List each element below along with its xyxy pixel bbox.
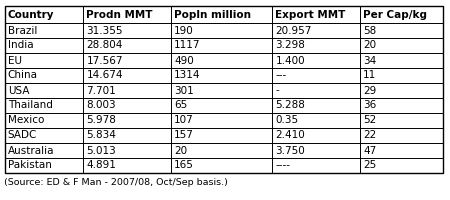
Text: (Source: ED & F Man - 2007/08, Oct/Sep basis.): (Source: ED & F Man - 2007/08, Oct/Sep b… [4, 178, 228, 187]
Text: China: China [8, 71, 38, 80]
Text: SADC: SADC [8, 130, 37, 140]
Text: Export MMT: Export MMT [275, 9, 346, 20]
Text: 22: 22 [363, 130, 376, 140]
Text: 34: 34 [363, 55, 376, 66]
Text: 165: 165 [174, 160, 194, 170]
Text: Popln million: Popln million [174, 9, 251, 20]
Text: 0.35: 0.35 [275, 115, 298, 126]
Text: 2.410: 2.410 [275, 130, 305, 140]
Text: 52: 52 [363, 115, 376, 126]
Text: 14.674: 14.674 [86, 71, 123, 80]
Text: 36: 36 [363, 100, 376, 110]
Text: 4.891: 4.891 [86, 160, 116, 170]
Text: 20: 20 [363, 40, 376, 50]
Text: Country: Country [8, 9, 54, 20]
Text: Thailand: Thailand [8, 100, 53, 110]
Text: 107: 107 [174, 115, 194, 126]
Text: 20.957: 20.957 [275, 25, 312, 36]
Text: 29: 29 [363, 86, 376, 96]
Text: 1117: 1117 [174, 40, 201, 50]
Text: 47: 47 [363, 146, 376, 156]
Text: 3.298: 3.298 [275, 40, 305, 50]
Text: 11: 11 [363, 71, 376, 80]
Text: USA: USA [8, 86, 29, 96]
Text: Per Cap/kg: Per Cap/kg [363, 9, 427, 20]
Text: 28.804: 28.804 [86, 40, 123, 50]
Bar [4, 6, 443, 173]
Text: 3.750: 3.750 [275, 146, 305, 156]
Text: 5.288: 5.288 [275, 100, 305, 110]
Text: 31.355: 31.355 [86, 25, 123, 36]
Text: 190: 190 [174, 25, 194, 36]
Text: 1314: 1314 [174, 71, 201, 80]
Text: EU: EU [8, 55, 22, 66]
Text: Prodn MMT: Prodn MMT [86, 9, 153, 20]
Text: 25: 25 [363, 160, 376, 170]
Text: 20: 20 [174, 146, 187, 156]
Text: 490: 490 [174, 55, 194, 66]
Text: Mexico: Mexico [8, 115, 44, 126]
Text: Brazil: Brazil [8, 25, 37, 36]
Text: 5.978: 5.978 [86, 115, 116, 126]
Text: 5.013: 5.013 [86, 146, 116, 156]
Text: 17.567: 17.567 [86, 55, 123, 66]
Text: 5.834: 5.834 [86, 130, 116, 140]
Text: ---: --- [275, 71, 287, 80]
Text: India: India [8, 40, 33, 50]
Text: 8.003: 8.003 [86, 100, 116, 110]
Text: 58: 58 [363, 25, 376, 36]
Text: 7.701: 7.701 [86, 86, 116, 96]
Text: 301: 301 [174, 86, 194, 96]
Text: 65: 65 [174, 100, 187, 110]
Text: Australia: Australia [8, 146, 54, 156]
Text: 157: 157 [174, 130, 194, 140]
Text: 1.400: 1.400 [275, 55, 305, 66]
Text: -: - [275, 86, 279, 96]
Text: Pakistan: Pakistan [8, 160, 51, 170]
Text: ----: ---- [275, 160, 290, 170]
